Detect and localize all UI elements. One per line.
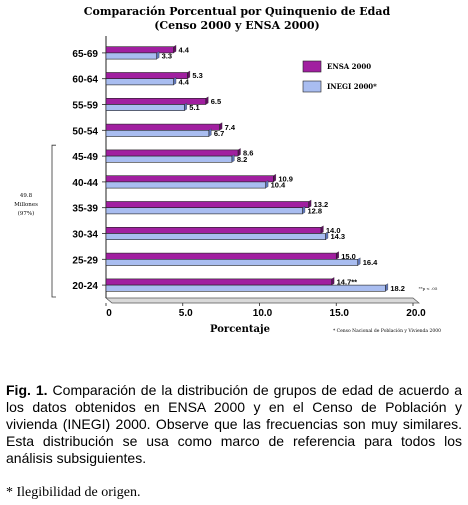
bar-ensa	[105, 149, 239, 157]
bar-side-face	[336, 251, 339, 260]
y-tick-label: 35-39	[72, 204, 98, 215]
bar-side-face	[357, 257, 361, 266]
bar-ensa	[105, 201, 309, 208]
data-label: 14.7**	[337, 278, 358, 287]
chart-canvas: Comparación Porcentual por Quinquenio de…	[14, 5, 441, 335]
bar-side-face	[156, 51, 160, 60]
legend-label: ENSA 2000	[327, 62, 371, 71]
bar-side-face	[231, 154, 235, 163]
bar-inegi	[105, 155, 233, 163]
caption-text: Comparación de la distribución de grupos…	[6, 382, 462, 466]
y-tick-label: 20-24	[72, 281, 98, 292]
data-label: 6.7	[214, 129, 224, 138]
x-tick-label: 15.0	[330, 308, 350, 319]
bar-inegi	[105, 130, 210, 137]
bracket-label: Millones	[14, 202, 38, 208]
x-tick-label: 20.0	[406, 308, 426, 319]
bar-inegi	[105, 78, 174, 86]
bar-inegi	[105, 181, 266, 189]
plot-area: 0 5.0 10.0 15.0 20.065-69 4.43.360-64 5.34.455…	[72, 36, 426, 319]
y-tick-label: 45-49	[72, 152, 98, 163]
data-label: 6.5	[211, 97, 221, 106]
data-label: 14.3	[331, 232, 346, 241]
bar-inegi	[105, 233, 326, 240]
bar-ensa	[105, 278, 332, 286]
bar-side-face	[205, 96, 209, 105]
bar-side-face	[265, 180, 269, 189]
bar-side-face	[184, 102, 187, 111]
axis-floor	[105, 297, 420, 304]
bracket-annotation: 49.8 Millones (97%)	[14, 144, 56, 298]
data-label: 12.8	[307, 206, 322, 215]
bar-inegi	[105, 52, 157, 60]
data-label: 8.6	[243, 149, 253, 158]
bar-inegi	[105, 284, 386, 292]
data-label: 3.3	[162, 52, 172, 61]
bracket-label: (97%)	[18, 210, 35, 217]
bar-inegi	[105, 104, 185, 111]
data-label: 5.3	[192, 71, 202, 80]
data-label: 4.4	[179, 77, 190, 86]
data-label: 16.4	[363, 258, 378, 267]
bracket-line	[51, 144, 56, 298]
y-tick-label: 65-69	[72, 49, 98, 60]
legend-swatch	[302, 60, 322, 73]
bar-side-face	[302, 205, 306, 215]
figure-label: Fig. 1.	[6, 382, 48, 398]
data-label: 15.0	[341, 252, 356, 261]
legend: ENSA 2000 INEGI 2000*	[302, 60, 377, 93]
data-label: 18.2	[390, 284, 405, 293]
data-label: 7.4	[225, 123, 236, 132]
source-note: * Censo Nacional de Población y Vivienda…	[333, 327, 441, 334]
bar-side-face	[173, 76, 177, 86]
bar-side-face	[385, 283, 389, 292]
bar-ensa	[105, 175, 274, 183]
legend-swatch	[302, 80, 322, 93]
data-label: 13.2	[314, 200, 329, 209]
y-tick-label: 25-29	[72, 255, 98, 266]
significance-note: **p < .05	[419, 286, 438, 291]
bar-side-face	[208, 128, 212, 137]
footnote: * Ilegibilidad de origen.	[6, 485, 141, 500]
bar-side-face	[325, 231, 329, 240]
x-axis-label: Porcentaje	[210, 324, 270, 335]
legend-label: INEGI 2000*	[327, 82, 377, 91]
bar-inegi	[105, 207, 303, 215]
data-label: 10.4	[271, 181, 286, 190]
y-tick-label: 60-64	[72, 75, 98, 86]
chart-subtitle: (Censo 2000 y ENSA 2000)	[154, 19, 320, 32]
bracket-label: 49.8	[20, 193, 33, 199]
data-label: 14.0	[326, 226, 341, 235]
y-tick-label: 40-44	[72, 178, 98, 189]
bar-side-face	[320, 225, 324, 234]
y-tick-label: 55-59	[72, 101, 98, 112]
y-tick-label: 50-54	[72, 126, 98, 137]
bar-ensa	[105, 227, 322, 234]
bar-side-face	[331, 277, 335, 286]
x-tick-label: 5.0	[179, 308, 193, 319]
y-tick-label: 30-34	[72, 230, 98, 241]
data-label: 5.1	[189, 103, 199, 112]
figure-caption: Fig. 1. Comparación de la distribución d…	[6, 382, 462, 467]
bar-ensa	[105, 123, 220, 131]
data-label: 8.2	[237, 155, 247, 164]
data-label: 4.4	[179, 45, 190, 54]
bar-ensa	[105, 252, 337, 260]
chart-title: Comparación Porcentual por Quinquenio de…	[84, 5, 391, 18]
bar-inegi	[105, 258, 359, 266]
x-tick-label: 0	[106, 308, 112, 319]
bar-side-face	[173, 44, 177, 54]
x-tick-label: 10.0	[253, 308, 273, 319]
data-label: 10.9	[278, 174, 293, 183]
